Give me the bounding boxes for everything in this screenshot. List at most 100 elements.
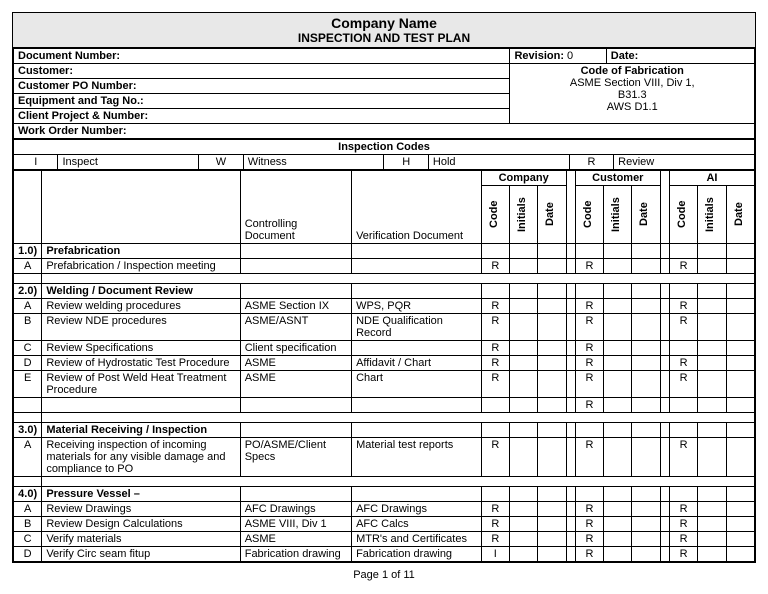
code-cell xyxy=(575,244,603,259)
code-cell xyxy=(698,517,726,532)
table-row: DReview of Hydrostatic Test ProcedureASM… xyxy=(14,356,755,371)
code-cell xyxy=(604,371,632,398)
code-cell: R xyxy=(575,259,603,274)
code-cell xyxy=(604,398,632,413)
blank xyxy=(352,487,482,502)
customer-label: Customer: xyxy=(14,64,510,79)
row-desc: Review of Hydrostatic Test Procedure xyxy=(42,356,240,371)
section-title: Welding / Document Review xyxy=(42,284,240,299)
row-ctrl: ASME xyxy=(240,371,351,398)
code-cell xyxy=(669,487,697,502)
code-val: Hold xyxy=(428,155,569,170)
row-desc: Review Design Calculations xyxy=(42,517,240,532)
code-cell: R xyxy=(575,356,603,371)
table-row: DVerify Circ seam fitupFabrication drawi… xyxy=(14,547,755,562)
gap xyxy=(566,487,575,502)
code-cell xyxy=(538,371,566,398)
code-cell: R xyxy=(481,502,509,517)
gap xyxy=(660,532,669,547)
gap xyxy=(660,259,669,274)
subcol-date: Date xyxy=(538,186,566,244)
row-ctrl: ASME xyxy=(240,356,351,371)
row-desc: Receiving inspection of incoming materia… xyxy=(42,438,240,477)
row-desc: Review NDE procedures xyxy=(42,314,240,341)
code-cell xyxy=(604,438,632,477)
code-val: Review xyxy=(614,155,755,170)
code-cell xyxy=(698,547,726,562)
code-cell xyxy=(538,314,566,341)
blank xyxy=(352,423,482,438)
gap xyxy=(660,314,669,341)
row-idx: A xyxy=(14,299,42,314)
page-footer: Page 1 of 11 xyxy=(12,569,756,581)
gap xyxy=(566,341,575,356)
code-cell xyxy=(509,517,537,532)
code-cell: R xyxy=(669,547,697,562)
code-cell xyxy=(481,244,509,259)
row-idx: A xyxy=(14,502,42,517)
row-idx: C xyxy=(14,341,42,356)
subcol-code: Code xyxy=(669,186,697,244)
gap xyxy=(660,284,669,299)
code-cell xyxy=(726,244,754,259)
code-cell: R xyxy=(481,438,509,477)
gap xyxy=(566,259,575,274)
code-cell: R xyxy=(575,398,603,413)
code-cell xyxy=(538,284,566,299)
spacer xyxy=(14,477,42,487)
code-cell xyxy=(538,356,566,371)
code-cell xyxy=(698,284,726,299)
code-cell xyxy=(726,517,754,532)
code-cell xyxy=(538,487,566,502)
blank xyxy=(240,487,351,502)
blank xyxy=(352,244,482,259)
subcol-initials: Initials xyxy=(698,186,726,244)
table-row: AReview DrawingsAFC DrawingsAFC Drawings… xyxy=(14,502,755,517)
code-cell: R xyxy=(575,299,603,314)
code-cell xyxy=(632,438,660,477)
code-cell xyxy=(726,438,754,477)
row-ctrl xyxy=(240,398,351,413)
gap xyxy=(660,438,669,477)
code-cell: R xyxy=(575,547,603,562)
code-cell xyxy=(698,356,726,371)
client-proj-label: Client Project & Number: xyxy=(14,109,510,124)
row-ctrl: ASME VIII, Div 1 xyxy=(240,517,351,532)
code-cell: R xyxy=(669,532,697,547)
code-cell xyxy=(726,423,754,438)
code-cell xyxy=(726,284,754,299)
date-label: Date: xyxy=(606,49,754,64)
code-key: R xyxy=(569,155,613,170)
row-ver: AFC Calcs xyxy=(352,517,482,532)
code-cell xyxy=(604,259,632,274)
code-cell xyxy=(509,371,537,398)
code-cell xyxy=(509,438,537,477)
code-cell xyxy=(698,244,726,259)
code-cell xyxy=(509,341,537,356)
code-cell xyxy=(669,423,697,438)
section-title: Prefabrication xyxy=(42,244,240,259)
code-cell xyxy=(669,341,697,356)
code-cell xyxy=(632,314,660,341)
code-cell xyxy=(604,487,632,502)
code-cell: R xyxy=(481,371,509,398)
code-cell xyxy=(726,259,754,274)
code-cell xyxy=(698,341,726,356)
gap xyxy=(566,356,575,371)
code-cell xyxy=(575,423,603,438)
code-cell xyxy=(604,423,632,438)
row-ctrl: ASME Section IX xyxy=(240,299,351,314)
code-cell xyxy=(538,259,566,274)
code-cell: R xyxy=(481,356,509,371)
row-ctrl: Client specification xyxy=(240,341,351,356)
code-cell xyxy=(509,314,537,341)
code-cell xyxy=(604,502,632,517)
code-cell xyxy=(509,299,537,314)
code-cell xyxy=(632,517,660,532)
code-cell xyxy=(538,299,566,314)
row-idx: D xyxy=(14,547,42,562)
code-val: Witness xyxy=(243,155,384,170)
gap xyxy=(660,299,669,314)
code-cell xyxy=(538,547,566,562)
code-cell xyxy=(632,244,660,259)
